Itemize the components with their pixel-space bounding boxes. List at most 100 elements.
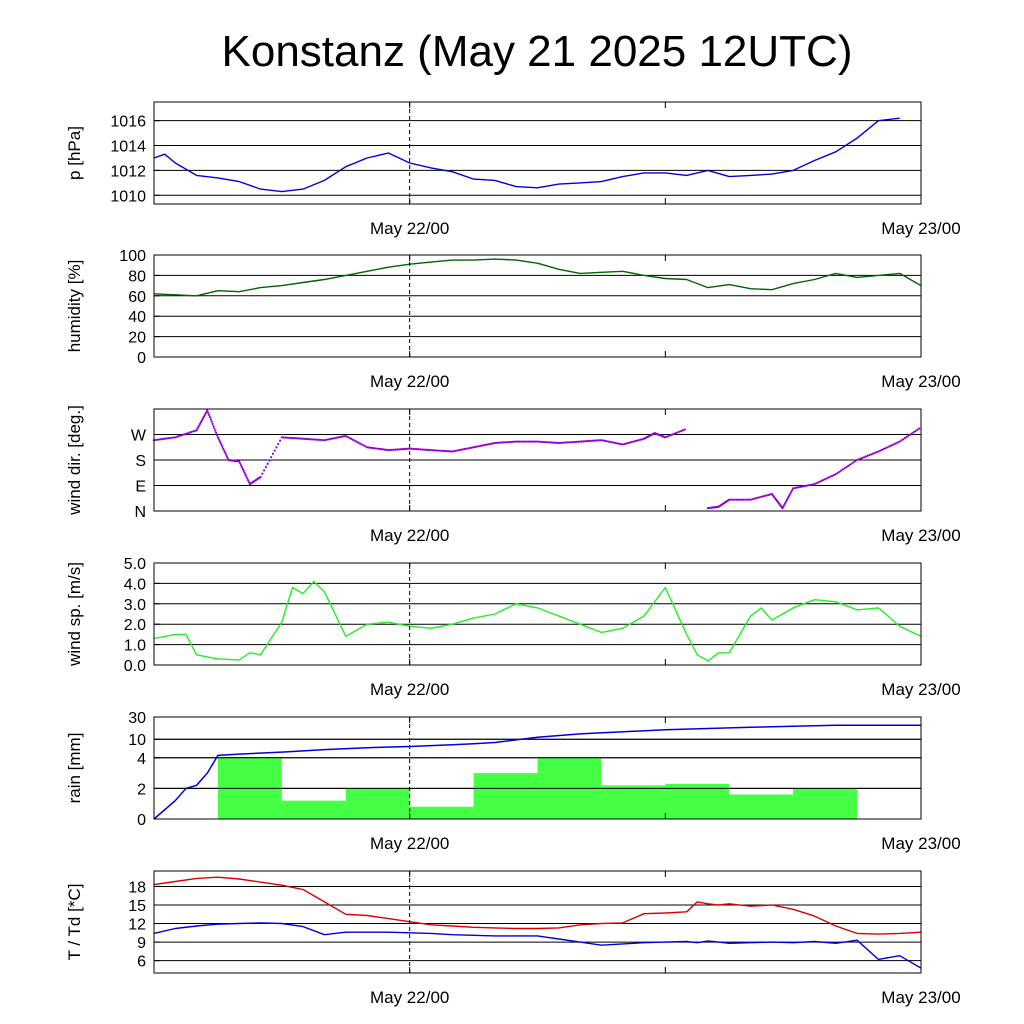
wind-dir-point — [900, 439, 903, 442]
x-tick-label: May 22/00 — [370, 372, 449, 391]
wind-dir-point — [225, 455, 228, 458]
wind-dir-point — [344, 434, 347, 438]
wind-dir-point — [207, 413, 211, 417]
wind-dir-point — [216, 436, 220, 439]
wind-dir-point — [342, 435, 346, 438]
wind-dir-point — [445, 450, 449, 453]
wind-dir-point — [738, 498, 742, 501]
wind-dir-point — [751, 498, 754, 501]
wind-dir-point — [507, 440, 511, 444]
y-tick-label: 4 — [137, 751, 146, 768]
wind-dir-point — [289, 436, 292, 440]
wind-dir-point — [261, 472, 264, 475]
wind-dir-point — [440, 449, 443, 452]
wind-dir-point — [618, 442, 621, 445]
wind-dir-point — [784, 502, 787, 505]
wind-dir-point — [815, 482, 818, 485]
x-tick-label: May 22/00 — [370, 988, 449, 1007]
wind-dir-point — [215, 431, 218, 434]
wind-dir-point — [566, 441, 569, 444]
wind-dir-point — [832, 473, 836, 477]
wind-dir-point — [175, 435, 179, 438]
wind-dir-point — [353, 439, 356, 442]
wind-dir-point — [861, 456, 864, 459]
wind-dir-point — [787, 495, 790, 498]
wind-dir-point — [378, 447, 381, 451]
wind-dir-point — [548, 441, 552, 444]
wind-dir-point — [793, 486, 797, 490]
temperature-line — [153, 876, 922, 935]
wind-dir-point — [214, 429, 217, 432]
wind-dir-point — [333, 436, 337, 440]
wind-dir-point — [208, 416, 212, 419]
wind-dir-point — [307, 438, 310, 441]
wind-dir-point — [222, 447, 225, 450]
wind-dir-point — [493, 441, 496, 445]
wind-dir-point — [172, 436, 175, 439]
wind-dir-point — [602, 439, 605, 442]
wind-dir-point — [209, 418, 212, 421]
wind-dir-point — [887, 445, 891, 448]
wind-dir-point — [621, 443, 624, 446]
wind-dir-point — [902, 438, 905, 441]
wind-dir-point — [223, 451, 227, 454]
wind-dir-point — [213, 427, 216, 430]
wind-dir-point — [552, 441, 555, 444]
y-tick-label: 40 — [128, 309, 146, 326]
wind-dir-point — [871, 452, 875, 455]
wind-dir-point — [397, 448, 401, 451]
wind-dir-point — [156, 438, 159, 441]
y-tick-label: 15 — [128, 898, 146, 915]
y-tick-label: 30 — [128, 710, 146, 727]
chart-title: Konstanz (May 21 2025 12UTC) — [222, 27, 853, 76]
y-tick-label: W — [131, 428, 147, 445]
x-tick-label: May 23/00 — [881, 526, 960, 545]
wind-dir-point — [201, 417, 204, 420]
wind-dir-point — [318, 438, 321, 441]
wind-dir-point — [756, 496, 759, 499]
x-tick-label: May 23/00 — [881, 219, 960, 238]
y-tick-label: 1.0 — [124, 638, 146, 655]
wind-dir-point — [206, 409, 209, 412]
wind-dir-point — [587, 439, 591, 443]
wind-dir-point — [312, 438, 315, 441]
wind-dir-point — [676, 431, 679, 434]
panel-frame — [153, 562, 922, 666]
wind-dir-point — [207, 411, 210, 414]
wind-dir-point — [217, 438, 220, 441]
wind-dir-point — [436, 449, 440, 452]
y-axis-label: T / Td [*C] — [65, 884, 84, 961]
y-tick-label: 12 — [128, 917, 146, 934]
y-tick-label: 80 — [128, 268, 146, 285]
wind-dir-point — [277, 442, 280, 446]
wind-dir-point — [763, 494, 766, 497]
wind-dir-point — [247, 481, 251, 484]
wind-dir-point — [284, 436, 287, 439]
wind-dir-point — [538, 440, 541, 443]
wind-dir-point — [875, 451, 878, 454]
dewpoint-line — [153, 922, 922, 969]
wind-dir-point — [827, 476, 830, 479]
wind-dir-point — [596, 439, 599, 442]
wind-dir-point — [911, 432, 914, 435]
wind-dir-point — [767, 493, 770, 497]
wind-dir-point — [389, 448, 392, 452]
wind-dir-point — [412, 447, 415, 451]
wind-dir-point — [244, 473, 247, 476]
wind-dir-point — [179, 434, 182, 437]
wind-dir-point — [880, 448, 884, 451]
wind-dir-point — [362, 444, 365, 447]
wind-dir-point — [410, 447, 413, 450]
y-tick-label: 1012 — [110, 163, 146, 180]
wind-dir-point — [795, 486, 798, 489]
wind-dir-point — [357, 441, 360, 444]
y-tick-label: 18 — [128, 879, 146, 896]
wind-dir-point — [825, 477, 829, 480]
humidity-line — [153, 258, 922, 297]
wind-dir-point — [575, 440, 578, 443]
wind-dir-point — [889, 444, 892, 447]
wind-dir-point — [580, 440, 583, 443]
wind-dir-point — [683, 428, 686, 431]
wind-dir-point — [600, 439, 603, 442]
wind-dir-point — [783, 503, 786, 506]
